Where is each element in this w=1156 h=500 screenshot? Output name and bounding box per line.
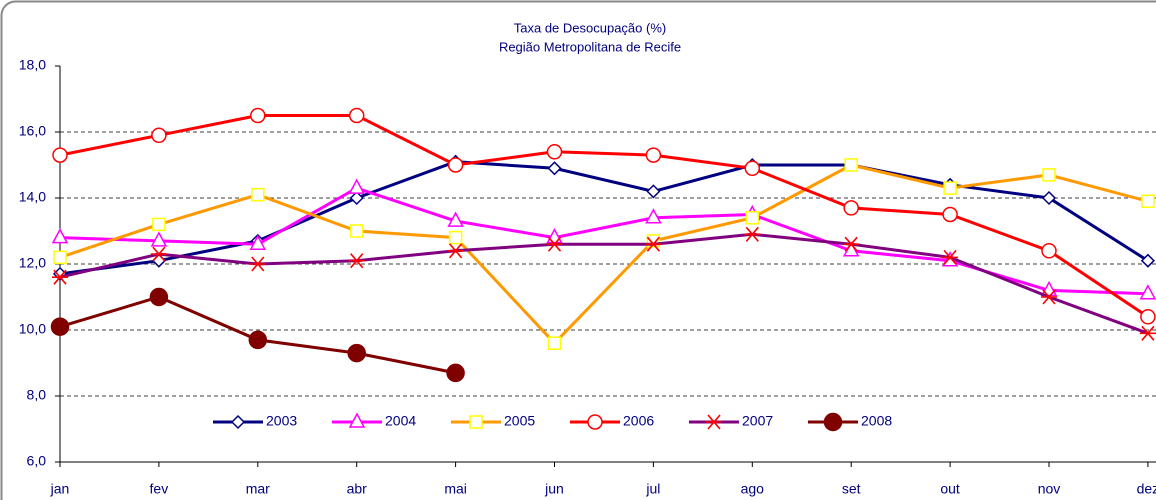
legend-label: 2005 <box>504 413 535 429</box>
x-tick-label: jan <box>50 481 70 497</box>
marker <box>51 228 69 244</box>
marker <box>1042 168 1056 182</box>
series-line <box>59 186 1148 296</box>
marker <box>149 287 169 307</box>
marker <box>230 414 246 430</box>
marker <box>348 253 365 269</box>
chart-title: Taxa de Desocupação (%) <box>514 20 666 35</box>
marker <box>52 269 68 285</box>
x-tick-label: set <box>842 481 861 497</box>
marker <box>52 147 68 163</box>
marker <box>844 158 858 172</box>
series-line <box>59 163 1149 346</box>
marker <box>447 243 464 259</box>
marker <box>469 415 483 429</box>
marker <box>942 206 958 223</box>
marker <box>50 317 70 336</box>
marker <box>646 184 661 199</box>
y-tick-label: 12,0 <box>19 255 46 271</box>
marker <box>150 231 168 247</box>
x-tick-label: dez <box>1137 481 1156 497</box>
marker <box>1041 190 1057 206</box>
marker <box>587 414 603 430</box>
y-tick-label: 10,0 <box>19 321 46 337</box>
y-tick-label: 6,0 <box>27 453 47 469</box>
x-tick-label: jul <box>645 481 660 497</box>
marker <box>348 107 365 124</box>
marker <box>943 181 957 195</box>
marker <box>150 246 167 262</box>
x-tick-label: mar <box>246 481 270 497</box>
legend-label: 2004 <box>385 413 416 429</box>
marker <box>348 178 365 194</box>
x-tick-label: fev <box>150 481 169 497</box>
marker <box>823 412 843 432</box>
marker <box>744 226 761 242</box>
marker <box>349 190 364 206</box>
marker <box>152 217 166 232</box>
marker <box>547 336 562 350</box>
legend-label: 2003 <box>266 413 297 429</box>
marker <box>942 249 959 265</box>
marker <box>1041 243 1057 259</box>
marker <box>53 250 67 265</box>
marker <box>249 256 266 272</box>
marker <box>151 127 167 144</box>
marker <box>347 343 366 363</box>
marker <box>1139 325 1156 341</box>
marker <box>251 187 265 202</box>
marker <box>745 211 760 225</box>
x-tick-label: nov <box>1038 481 1061 497</box>
marker <box>547 161 562 176</box>
marker <box>446 363 465 383</box>
y-tick-label: 14,0 <box>19 189 46 205</box>
marker <box>645 236 662 252</box>
marker <box>447 211 464 227</box>
marker <box>349 224 364 238</box>
marker <box>447 157 464 173</box>
y-tick-label: 8,0 <box>27 387 47 403</box>
series-line <box>59 232 1149 335</box>
chart-subtitle: Região Metropolitana de Recife <box>499 39 681 54</box>
marker <box>546 236 563 252</box>
marker <box>448 230 463 245</box>
marker <box>1041 289 1057 305</box>
marker <box>744 160 761 177</box>
marker <box>248 330 268 350</box>
marker <box>1139 284 1156 300</box>
marker <box>1141 194 1155 209</box>
x-tick-label: jun <box>544 481 564 497</box>
marker <box>249 234 267 250</box>
series-line <box>59 114 1149 319</box>
marker <box>1140 253 1155 268</box>
marker <box>1140 309 1156 325</box>
x-tick-label: abr <box>347 481 368 497</box>
y-tick-label: 16,0 <box>19 123 46 139</box>
marker <box>706 414 722 430</box>
marker <box>645 147 662 163</box>
marker <box>348 412 366 428</box>
marker <box>843 236 860 252</box>
legend-label: 2008 <box>861 413 892 429</box>
x-tick-label: out <box>940 481 960 497</box>
x-tick-label: mai <box>444 481 467 497</box>
legend-label: 2007 <box>742 413 773 429</box>
marker <box>546 144 563 160</box>
marker <box>843 200 859 216</box>
y-tick-label: 18,0 <box>19 57 46 73</box>
legend-label: 2006 <box>623 413 654 429</box>
x-tick-label: ago <box>741 481 765 497</box>
marker <box>645 208 662 224</box>
marker <box>250 107 266 124</box>
